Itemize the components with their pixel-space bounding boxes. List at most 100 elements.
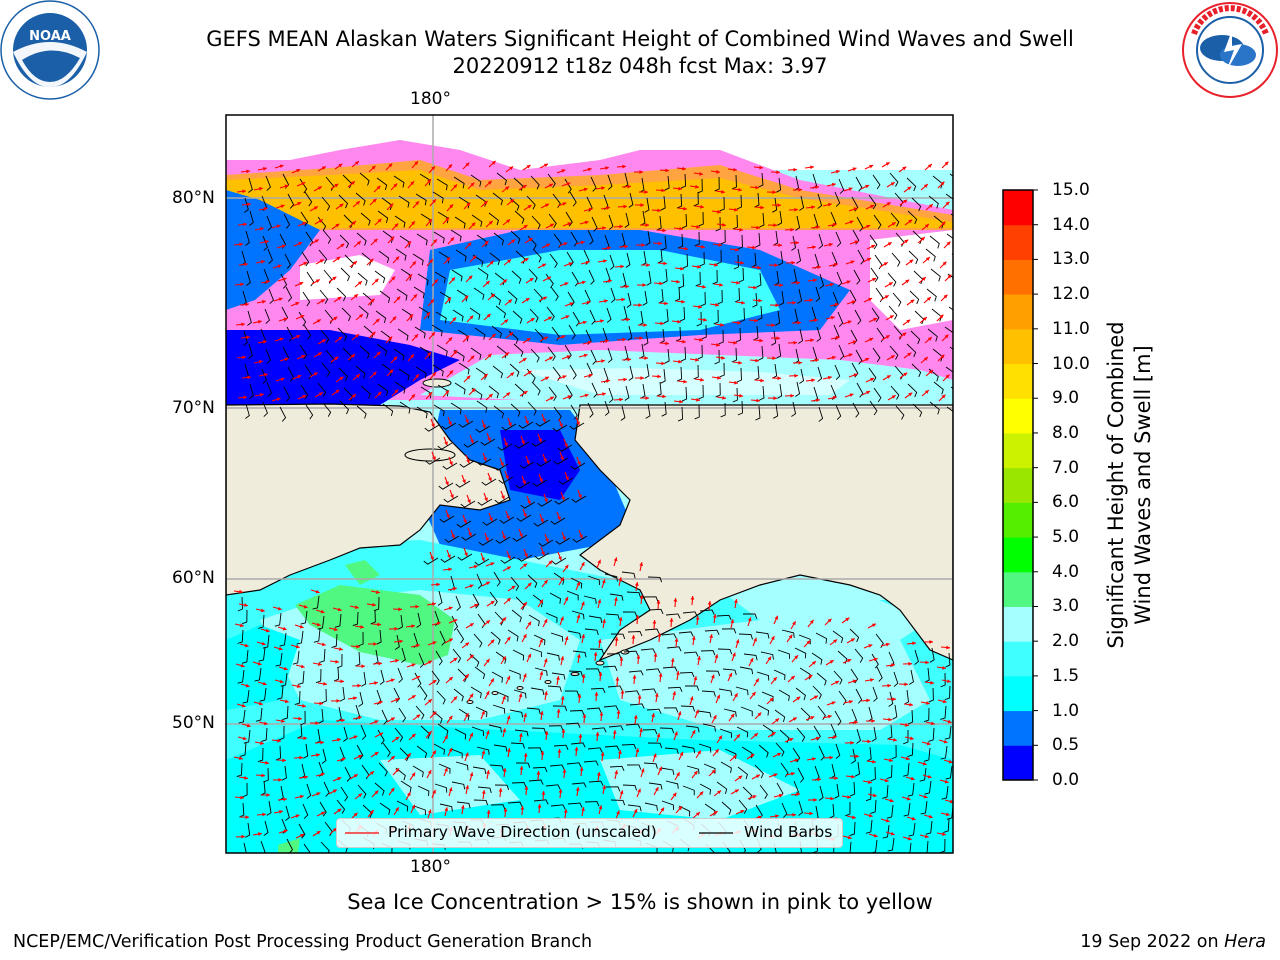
wave-arrow-head — [449, 204, 454, 209]
wave-arrow-head — [635, 615, 640, 619]
wave-arrow-head — [639, 336, 643, 340]
wind-barb — [242, 689, 250, 704]
wave-arrow-head — [816, 225, 820, 230]
wave-arrow-head — [395, 807, 399, 812]
wave-arrow-head — [796, 696, 801, 701]
wind-barb — [463, 440, 479, 448]
wind-barb — [683, 651, 699, 657]
wind-barb — [642, 290, 648, 306]
wind-barb — [924, 780, 932, 795]
wind-barb — [275, 652, 283, 667]
wind-barb — [552, 705, 568, 712]
wave-arrow-head — [302, 395, 307, 399]
wave-arrow-head — [697, 750, 701, 755]
colorbar-segment — [1003, 537, 1033, 573]
wave-arrow-head — [298, 716, 302, 721]
wind-barb — [774, 709, 786, 723]
wave-arrow-head — [337, 607, 342, 612]
wave-arrow-head — [886, 375, 891, 379]
wave-arrow-head — [903, 199, 908, 204]
wind-barb — [432, 710, 443, 724]
wave-arrow-head — [262, 339, 267, 344]
wave-arrow-head — [681, 299, 685, 304]
wind-barb — [940, 672, 946, 688]
wind-barb — [548, 725, 564, 731]
wind-barb — [533, 288, 543, 303]
max-wave-zone — [295, 585, 455, 665]
wind-barb — [736, 194, 742, 210]
wave-arrow-head — [854, 720, 858, 725]
wave-arrow-head — [361, 664, 365, 669]
wind-barb — [297, 723, 303, 739]
wave-arrow-head — [906, 796, 911, 801]
wave-arrow-head — [793, 340, 797, 345]
wave-arrow-head — [357, 683, 361, 688]
wind-barb — [496, 172, 507, 186]
wind-barb — [886, 764, 893, 780]
wave-arrow-head — [295, 644, 300, 649]
wave-arrow-head — [394, 389, 399, 394]
wave-arrow-head — [526, 338, 531, 342]
wave-arrow-head — [261, 641, 266, 646]
wave-arrow-head — [544, 376, 549, 381]
wind-barb — [628, 670, 644, 676]
wind-barb — [547, 685, 562, 692]
wind-barb — [718, 329, 724, 345]
wave-arrow-head — [360, 624, 364, 629]
wave-arrow-head — [505, 186, 510, 191]
wave-arrow-head — [509, 332, 514, 337]
wave-arrow-head — [946, 241, 951, 246]
wind-barb — [661, 401, 667, 417]
wave-arrow-head — [778, 793, 783, 798]
wave-arrow-head — [502, 728, 507, 733]
wind-barb — [947, 273, 953, 279]
wave-arrow-head — [415, 201, 419, 206]
wave-arrow-head — [487, 353, 492, 358]
sea-ice-note: Sea Ice Concentration > 15% is shown in … — [347, 890, 933, 914]
wave-arrow-head — [777, 203, 781, 208]
wind-barb — [419, 685, 428, 701]
wave-arrow-head — [462, 479, 466, 484]
wave-arrow-head — [543, 619, 548, 624]
wind-barb — [378, 250, 390, 264]
wind-barb — [887, 837, 895, 852]
wave-arrow-head — [868, 644, 873, 648]
wave-arrow-head — [870, 377, 875, 382]
wind-barb — [739, 307, 745, 323]
wave-arrow-head — [740, 810, 745, 814]
wind-barb — [605, 786, 621, 792]
wave-arrow-head — [451, 277, 456, 282]
wind-barb — [908, 250, 919, 265]
wave-arrow-head — [264, 239, 269, 244]
wind-barb — [547, 346, 556, 362]
wind-barb — [475, 425, 491, 433]
wave-arrow-head — [603, 259, 607, 263]
wave-arrow-head — [792, 812, 796, 817]
wave-arrow-head — [407, 792, 411, 797]
wave-arrow-head — [756, 398, 760, 403]
wave-arrow-head — [525, 298, 530, 302]
wave-arrow-head — [640, 376, 644, 380]
wind-barb — [588, 615, 603, 624]
wave-arrow-head — [428, 219, 432, 224]
wind-barb — [852, 229, 860, 245]
wind-barb — [306, 271, 315, 287]
wave-arrow-head — [643, 323, 647, 327]
wind-barb — [854, 648, 864, 663]
wave-arrow-head — [445, 217, 450, 222]
wind-barb — [304, 191, 313, 207]
wind-barb — [716, 614, 732, 621]
wind-barb — [610, 633, 626, 640]
wave-arrow-head — [682, 339, 686, 344]
wind-barb — [927, 328, 938, 342]
wave-arrow-head — [315, 589, 320, 594]
wind-barb — [545, 784, 561, 790]
wave-arrow-head — [465, 713, 469, 718]
wind-barb — [622, 784, 637, 791]
wind-barb — [514, 441, 530, 449]
wind-barb — [607, 174, 613, 190]
wind-barb — [907, 383, 918, 398]
wave-arrow-head — [576, 421, 580, 426]
wind-barb — [415, 193, 427, 206]
wave-arrow-head — [698, 304, 702, 309]
